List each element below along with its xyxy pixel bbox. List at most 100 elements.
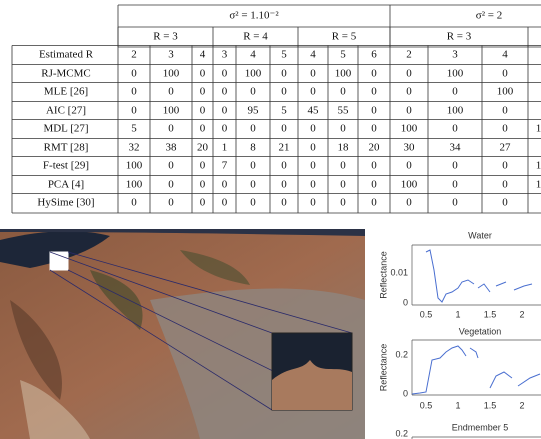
subgroup-header: R = 3 <box>447 31 472 43</box>
cell-value: 0 <box>502 123 508 135</box>
cell-value: 0 <box>200 123 206 135</box>
cell-value: 0 <box>200 68 206 80</box>
cell-value: 0 <box>371 123 377 135</box>
cell-value: 100 <box>245 68 262 80</box>
plot-title: Endmember 5 <box>452 422 509 432</box>
group-header: σ² = 1.10⁻² <box>229 10 279 22</box>
cell-value: 30 <box>404 142 416 154</box>
x-tick-label: 0.5 <box>420 309 433 319</box>
cell-value: 32 <box>129 142 140 154</box>
cell-value: 100 <box>447 105 464 117</box>
cell-value: 100 <box>401 123 418 135</box>
method-name: MDL [27] <box>43 123 88 135</box>
cell-value: 100 <box>126 179 143 191</box>
cell-value: 0 <box>310 197 316 209</box>
cell-value: 34 <box>450 142 462 154</box>
cell-value: 0 <box>502 179 508 191</box>
estimated-r: 3 <box>452 49 458 61</box>
y-axis-label: Reflectance <box>378 344 388 392</box>
cell-value: 0 <box>222 123 228 135</box>
y-tick-label: 0 <box>403 297 408 307</box>
x-tick-label: 2 <box>519 400 524 410</box>
cell-value: 0 <box>371 160 377 172</box>
x-tick-label: 1.5 <box>484 309 497 319</box>
cell-value: 0 <box>452 123 458 135</box>
cell-value: 0 <box>281 160 287 172</box>
cell-value: 0 <box>371 105 377 117</box>
cell-value: 0 <box>200 105 206 117</box>
cell-value: 0 <box>222 86 228 98</box>
cell-value: 0 <box>250 86 256 98</box>
cell-value: 0 <box>222 179 228 191</box>
estimated-r: 5 <box>281 49 287 61</box>
y-tick-label: 0.2 <box>395 349 408 359</box>
cell-value: 5 <box>281 105 287 117</box>
method-name: PCA [4] <box>48 179 84 191</box>
method-name: AIC [27] <box>46 105 86 117</box>
cell-value: 0 <box>452 197 458 209</box>
cell-value: 0 <box>406 86 412 98</box>
cell-value: 100 <box>335 68 352 80</box>
spectrum-curve <box>411 345 541 395</box>
cell-value: 0 <box>310 142 316 154</box>
cell-value: 0 <box>281 179 287 191</box>
cell-value: 0 <box>281 197 287 209</box>
cell-value: 0 <box>222 68 228 80</box>
cell-value: 0 <box>340 160 346 172</box>
estimated-r: 4 <box>502 49 508 61</box>
cell-value: 18 <box>338 142 350 154</box>
cell-value: 55 <box>338 105 350 117</box>
estimated-r: 5 <box>340 49 346 61</box>
cell-value: 0 <box>200 179 206 191</box>
cell-value: 100 <box>447 68 464 80</box>
cell-value: 20 <box>369 142 381 154</box>
cell-value: 100 <box>536 123 541 135</box>
cell-value: 0 <box>371 68 377 80</box>
cell-value: 0 <box>222 105 228 117</box>
cell-value: 100 <box>163 105 180 117</box>
cell-value: 100 <box>126 160 143 172</box>
x-tick-label: 1.5 <box>484 400 497 410</box>
table: σ² = 1.10⁻² R = 3 R = 4 R = 5 σ² = 2 R = 3 Est… <box>11 4 541 214</box>
cell-value: 0 <box>168 123 174 135</box>
method-name: F-test [29] <box>43 160 89 172</box>
cell-value: 0 <box>502 197 508 209</box>
cell-value: 0 <box>452 160 458 172</box>
cell-value: 0 <box>340 123 346 135</box>
cell-value: 0 <box>406 160 412 172</box>
cell-value: 0 <box>168 197 174 209</box>
cell-value: 8 <box>250 142 256 154</box>
method-name: RMT [28] <box>44 142 89 154</box>
method-name: HySime [30] <box>37 197 94 209</box>
cell-value: 0 <box>502 68 508 80</box>
cell-value: 38 <box>166 142 178 154</box>
cell-value: 0 <box>310 68 316 80</box>
subgroup-header: R = 5 <box>332 31 357 43</box>
cell-value: 100 <box>401 179 418 191</box>
cell-value: 0 <box>168 160 174 172</box>
cell-value: 21 <box>279 142 290 154</box>
cell-value: 0 <box>310 86 316 98</box>
subgroup-header: R = 3 <box>153 31 178 43</box>
y-tick-label: 0.2 <box>395 428 408 438</box>
cell-value: 1 <box>222 142 228 154</box>
subgroup-header: R = 4 <box>243 31 268 43</box>
cell-value: 95 <box>248 105 260 117</box>
cell-value: 0 <box>131 86 137 98</box>
plot-title: Water <box>468 230 492 240</box>
estimated-r: 3 <box>222 49 228 61</box>
cell-value: 0 <box>250 123 256 135</box>
cell-value: 0 <box>310 160 316 172</box>
cell-value: 20 <box>197 142 209 154</box>
method-name: MLE [26] <box>44 86 88 98</box>
cell-value: 0 <box>222 197 228 209</box>
cell-value: 45 <box>308 105 320 117</box>
cell-value: 0 <box>502 160 508 172</box>
y-tick-label: 0 <box>403 388 408 398</box>
spectrum-curve <box>425 249 533 303</box>
x-tick-label: 0.5 <box>420 400 433 410</box>
cell-value: 0 <box>168 179 174 191</box>
cell-value: 0 <box>168 86 174 98</box>
cell-value: 0 <box>250 160 256 172</box>
